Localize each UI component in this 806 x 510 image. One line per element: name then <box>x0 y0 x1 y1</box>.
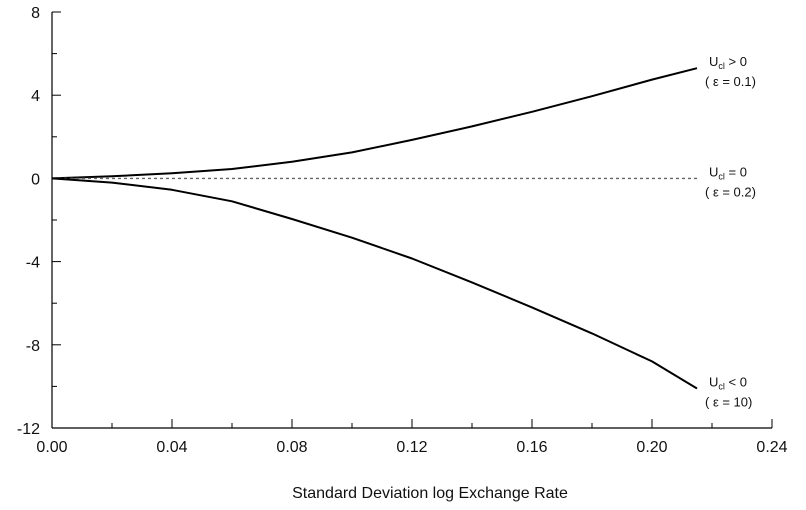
axes: 0.00 0.04 0.08 0.12 0.16 0.20 0.24 8 4 0 -4 -8 -12 <box>17 5 788 456</box>
x-tick-label: 0.16 <box>516 439 547 456</box>
x-tick-label: 0.12 <box>396 439 427 456</box>
series-line-1 <box>51 67 698 180</box>
series-label: Ucl = 0 <box>709 164 747 181</box>
x-tick-label: 0.20 <box>636 439 667 456</box>
series-annotations: Ucl > 0 ( ε = 0.1) Ucl = 0 ( ε = 0.2) Ucl < … <box>705 54 756 409</box>
y-tick-label: -8 <box>26 338 40 355</box>
series-label: Ucl < 0 <box>709 374 747 391</box>
x-tick-label: 0.00 <box>36 439 67 456</box>
series-line-3 <box>51 177 698 390</box>
y-tick-label: -4 <box>26 255 40 272</box>
y-tick-label: 0 <box>31 171 40 188</box>
series-param-label: ( ε = 0.2) <box>705 184 756 199</box>
series-param-label: ( ε = 0.1) <box>705 74 756 89</box>
series-lines <box>51 67 698 390</box>
x-tick-label: 0.08 <box>276 439 307 456</box>
x-tick-label: 0.04 <box>156 439 187 456</box>
x-axis-title: Standard Deviation log Exchange Rate <box>292 485 568 502</box>
y-tick-label: 4 <box>31 88 40 105</box>
series-label: Ucl > 0 <box>709 54 747 71</box>
x-tick-label: 0.24 <box>756 439 787 456</box>
y-tick-label: 8 <box>31 5 40 22</box>
series-param-label: ( ε = 10) <box>705 394 752 409</box>
y-tick-label: -12 <box>17 421 40 438</box>
